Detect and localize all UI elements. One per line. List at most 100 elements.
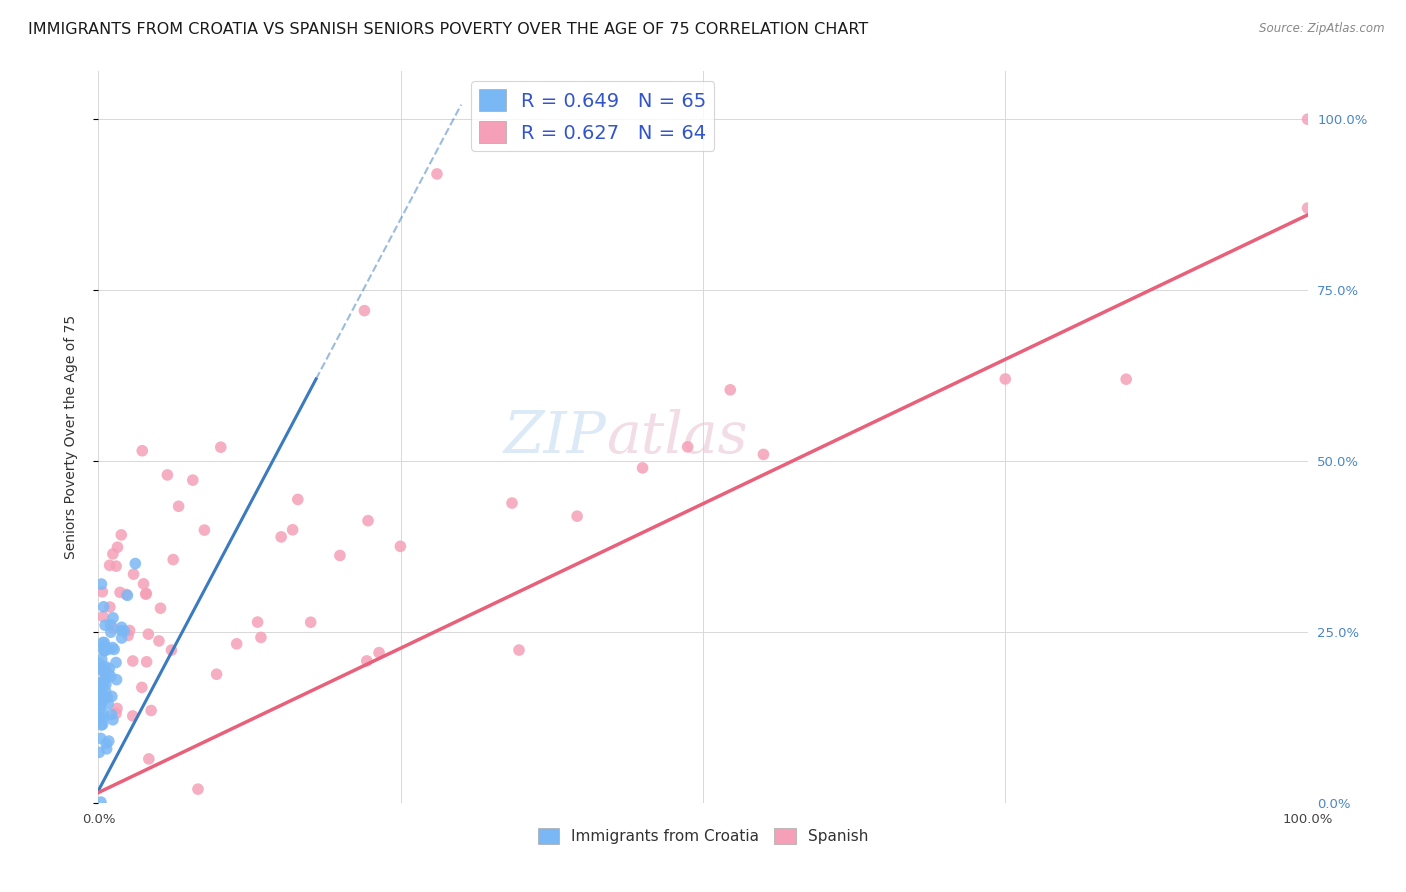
Y-axis label: Seniors Poverty Over the Age of 75: Seniors Poverty Over the Age of 75 [63,315,77,559]
Point [91,584,114,599]
Point [121,709,143,723]
Point [93,635,115,649]
Point [91,706,114,721]
Point [156,467,179,482]
Point [676,440,699,454]
Point [91,685,114,699]
Point [91,609,114,624]
Point [1296,112,1319,127]
Point [93,664,115,678]
Point [110,624,132,638]
Point [389,539,412,553]
Point [91,678,114,692]
Point [994,372,1017,386]
Point [281,523,304,537]
Point [91,665,114,679]
Point [131,681,153,695]
Point [357,514,380,528]
Point [97,734,120,748]
Point [110,528,132,542]
Point [94,684,117,698]
Point [103,642,125,657]
Point [209,440,232,454]
Point [93,642,115,657]
Point [112,624,135,638]
Point [100,707,122,722]
Point [631,461,654,475]
Point [100,669,122,683]
Point [101,547,124,561]
Point [250,631,273,645]
Point [1296,201,1319,215]
Point [93,643,115,657]
Point [565,509,588,524]
Point [91,717,114,731]
Point [87,688,110,702]
Point [115,587,138,601]
Point [91,693,114,707]
Point [752,447,775,461]
Point [105,656,128,670]
Point [368,646,391,660]
Point [90,718,112,732]
Point [105,706,128,721]
Point [90,661,112,675]
Point [131,443,153,458]
Point [87,711,110,725]
Point [501,496,523,510]
Point [107,540,129,554]
Point [89,701,111,715]
Point [329,549,352,563]
Text: ZIP: ZIP [503,409,606,466]
Point [94,677,117,691]
Point [135,655,157,669]
Point [93,676,115,690]
Point [90,681,112,696]
Point [149,601,172,615]
Point [94,659,117,673]
Point [193,523,215,537]
Point [93,599,115,614]
Point [94,671,117,685]
Point [101,611,124,625]
Point [139,704,162,718]
Point [90,652,112,666]
Point [138,627,160,641]
Point [225,637,247,651]
Point [101,690,124,704]
Point [97,665,120,680]
Point [111,631,134,645]
Point [101,713,124,727]
Point [94,618,117,632]
Point [89,745,111,759]
Point [100,617,122,632]
Point [508,643,530,657]
Point [135,587,157,601]
Point [138,752,160,766]
Point [181,473,204,487]
Text: IMMIGRANTS FROM CROATIA VS SPANISH SENIORS POVERTY OVER THE AGE OF 75 CORRELATIO: IMMIGRANTS FROM CROATIA VS SPANISH SENIO… [28,22,869,37]
Point [91,635,114,649]
Point [105,559,128,574]
Point [90,795,112,809]
Point [91,711,114,725]
Point [98,661,121,675]
Point [270,530,292,544]
Point [117,628,139,642]
Text: Source: ZipAtlas.com: Source: ZipAtlas.com [1260,22,1385,36]
Point [94,737,117,751]
Point [135,586,157,600]
Point [90,731,112,746]
Point [117,588,139,602]
Point [167,500,190,514]
Point [299,615,322,630]
Point [246,615,269,629]
Point [718,383,741,397]
Point [93,640,115,654]
Point [98,558,121,573]
Point [124,557,146,571]
Point [98,642,121,657]
Point [93,644,115,658]
Point [160,643,183,657]
Point [162,552,184,566]
